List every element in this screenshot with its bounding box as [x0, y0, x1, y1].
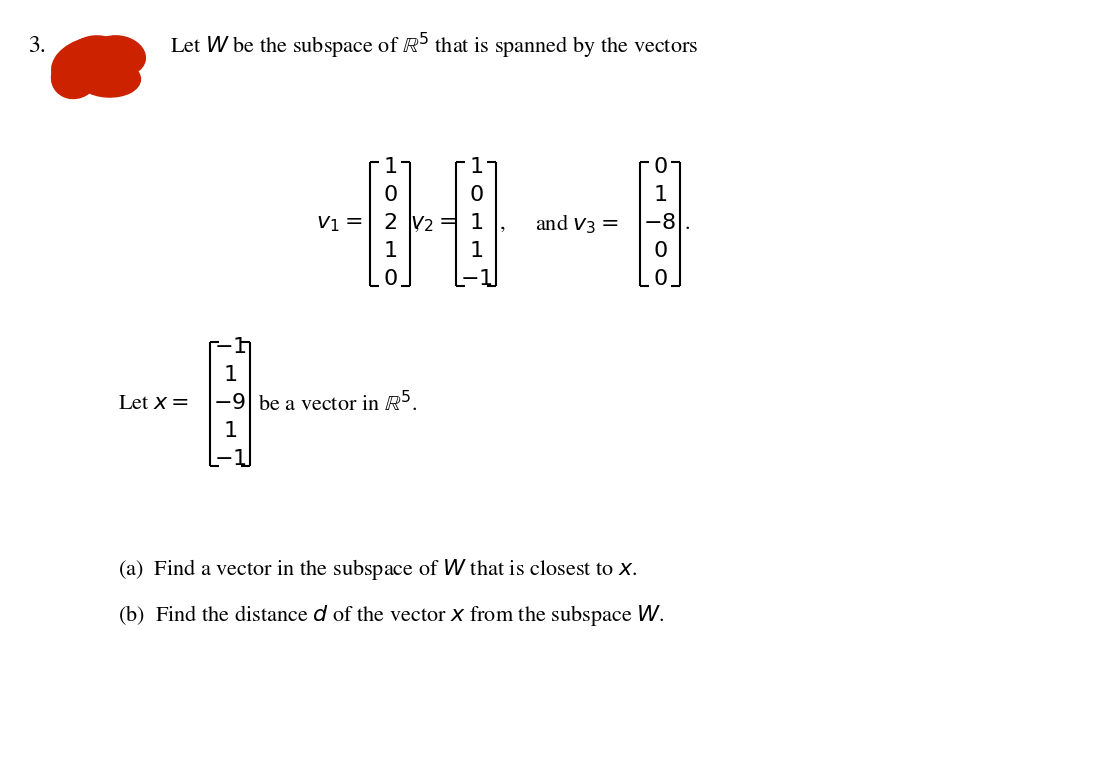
Text: (b)  Find the distance $d$ of the vector $x$ from the subspace $W$.: (b) Find the distance $d$ of the vector …: [118, 604, 665, 629]
Text: $-9$: $-9$: [214, 394, 247, 414]
Text: $1$: $1$: [222, 422, 237, 442]
Text: $v_1 = $: $v_1 = $: [316, 214, 363, 234]
Text: $1$: $1$: [469, 242, 483, 262]
Text: Let $W$ be the subspace of $\mathbb{R}^5$ that is spanned by the vectors: Let $W$ be the subspace of $\mathbb{R}^5…: [170, 31, 698, 61]
Text: $1$: $1$: [383, 242, 397, 262]
Text: .: .: [685, 214, 691, 234]
Text: $v_2 = $: $v_2 = $: [409, 214, 456, 234]
Text: ,: ,: [500, 214, 506, 234]
Ellipse shape: [90, 36, 146, 76]
Text: $2$: $2$: [383, 214, 397, 234]
Ellipse shape: [51, 53, 99, 99]
Text: $-1$: $-1$: [214, 450, 247, 470]
Text: (a)  Find a vector in the subspace of $W$ that is closest to $x$.: (a) Find a vector in the subspace of $W$…: [118, 556, 637, 581]
Ellipse shape: [70, 36, 120, 68]
Text: $1$: $1$: [469, 158, 483, 178]
Text: $1$: $1$: [383, 158, 397, 178]
Text: $0$: $0$: [383, 270, 397, 290]
Text: $1$: $1$: [222, 366, 237, 386]
Text: $-1$: $-1$: [459, 270, 493, 290]
Ellipse shape: [52, 37, 128, 91]
Ellipse shape: [76, 59, 140, 97]
Text: ,: ,: [414, 214, 419, 234]
Text: and $v_3 = $: and $v_3 = $: [535, 212, 619, 236]
Text: $0$: $0$: [653, 158, 667, 178]
Text: $1$: $1$: [653, 186, 667, 206]
Text: $0$: $0$: [468, 186, 484, 206]
Text: $0$: $0$: [653, 242, 667, 262]
Text: $0$: $0$: [383, 186, 397, 206]
Text: $1$: $1$: [469, 214, 483, 234]
Text: 3.: 3.: [28, 35, 46, 57]
Text: Let $x = $: Let $x = $: [118, 394, 189, 414]
Text: $0$: $0$: [653, 270, 667, 290]
Text: $-8$: $-8$: [644, 214, 676, 234]
Text: $-1$: $-1$: [214, 338, 247, 358]
Text: be a vector in $\mathbb{R}^5$.: be a vector in $\mathbb{R}^5$.: [258, 391, 417, 416]
